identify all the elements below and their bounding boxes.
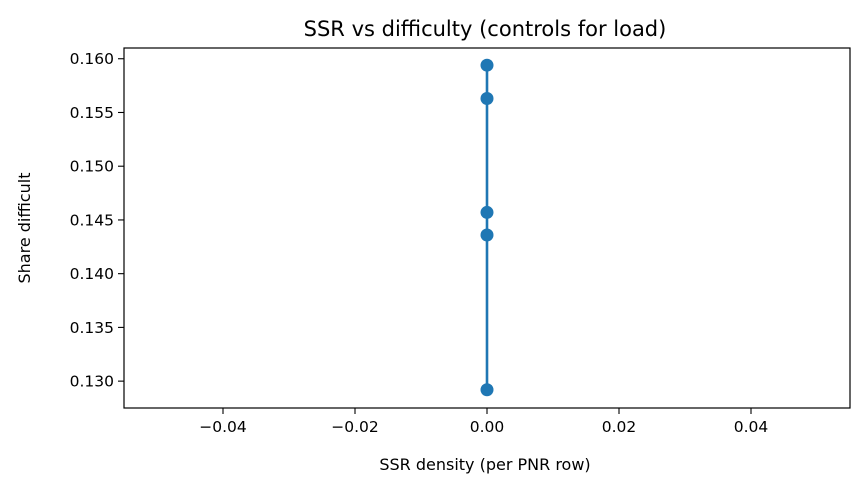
x-tick-label: −0.02 — [331, 418, 379, 436]
x-axis-label: SSR density (per PNR row) — [379, 455, 590, 474]
x-tick-label: 0.04 — [734, 418, 769, 436]
x-tick-label: −0.04 — [199, 418, 247, 436]
data-point — [480, 383, 494, 397]
y-tick-label: 0.140 — [70, 265, 114, 283]
y-tick-label: 0.145 — [70, 211, 114, 229]
y-tick-label: 0.155 — [70, 104, 114, 122]
data-point — [480, 58, 494, 72]
x-axis: −0.04 −0.02 0.00 0.02 0.04 — [199, 408, 768, 436]
data-point — [480, 228, 494, 242]
y-tick-label: 0.160 — [70, 50, 114, 68]
y-axis: 0.130 0.135 0.140 0.145 0.150 0.155 0.160 — [70, 50, 124, 391]
y-tick-label: 0.135 — [70, 319, 114, 337]
x-tick-label: 0.02 — [602, 418, 637, 436]
chart-title: SSR vs difficulty (controls for load) — [304, 17, 667, 41]
data-point — [480, 92, 494, 106]
series-layer — [480, 58, 494, 397]
y-tick-label: 0.130 — [70, 373, 114, 391]
data-point — [480, 205, 494, 219]
y-tick-label: 0.150 — [70, 158, 114, 176]
y-axis-label: Share difficult — [15, 173, 34, 284]
x-tick-label: 0.00 — [470, 418, 505, 436]
